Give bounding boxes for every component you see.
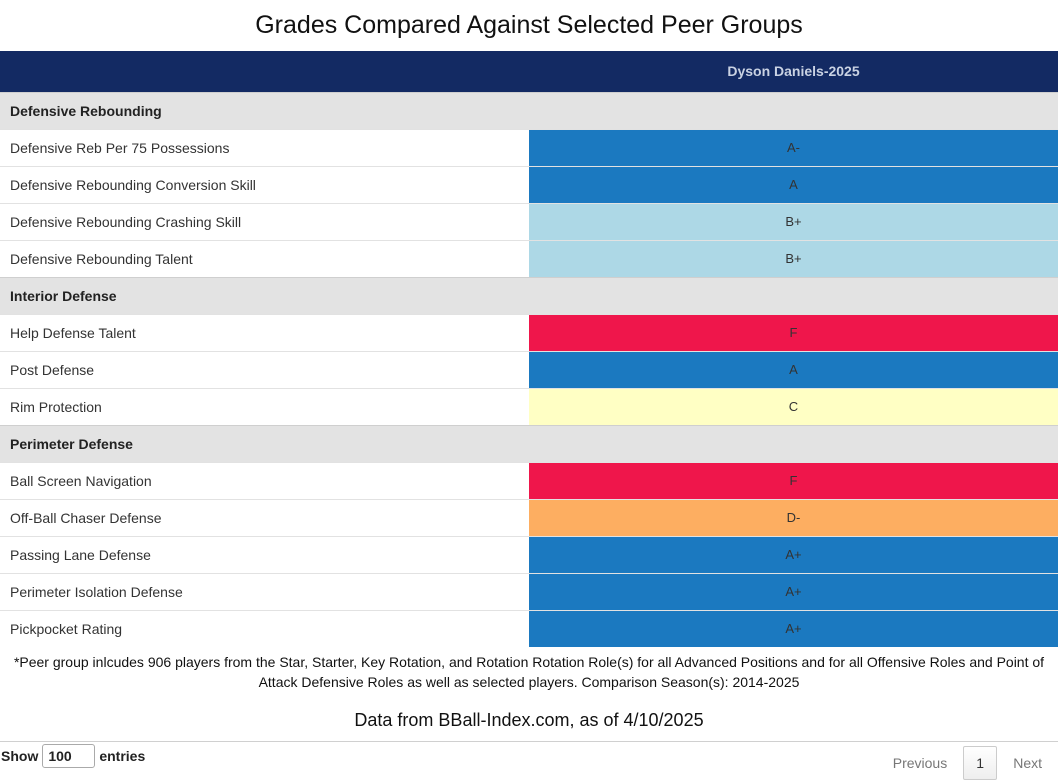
footer-divider — [0, 741, 1058, 742]
page-title: Grades Compared Against Selected Peer Gr… — [255, 11, 803, 39]
label-column-header[interactable] — [0, 51, 529, 92]
data-source-note: Data from BBall-Index.com, as of 4/10/20… — [354, 710, 704, 730]
table-row: Off-Ball Chaser Defense D- — [0, 498, 1058, 536]
metric-label: Rim Protection — [0, 387, 529, 425]
grades-body: Defensive Rebounding Defensive Reb Per 75… — [0, 91, 1058, 647]
grade-cell: A+ — [529, 535, 1058, 573]
grade-cell: F — [529, 313, 1058, 351]
metric-label: Defensive Rebounding Talent — [0, 239, 529, 277]
group-title: Interior Defense — [0, 276, 1058, 314]
grade-cell: C — [529, 387, 1058, 425]
table-row: Post Defense A — [0, 350, 1058, 388]
grade-cell: A — [529, 350, 1058, 388]
previous-page-button[interactable]: Previous — [892, 755, 948, 771]
current-page-button[interactable]: 1 — [963, 746, 998, 780]
page-length-control: Show entries — [1, 742, 145, 770]
entries-count-input[interactable] — [42, 744, 96, 768]
group-header-row: Interior Defense — [0, 276, 1058, 314]
table-row: Passing Lane Defense A+ — [0, 535, 1058, 573]
metric-label: Perimeter Isolation Defense — [0, 572, 529, 610]
grade-cell: A — [529, 165, 1058, 203]
grade-cell: B+ — [529, 239, 1058, 277]
metric-label: Defensive Rebounding Conversion Skill — [0, 165, 529, 203]
metric-label: Ball Screen Navigation — [0, 461, 529, 499]
grades-table: Dyson Daniels-2025 Defensive Rebounding D… — [0, 51, 1058, 647]
entries-label: entries — [99, 748, 146, 764]
grade-cell: A+ — [529, 572, 1058, 610]
table-row: Defensive Rebounding Conversion Skill A — [0, 165, 1058, 203]
grade-cell: F — [529, 461, 1058, 499]
metric-label: Passing Lane Defense — [0, 535, 529, 573]
table-row: Defensive Rebounding Talent B+ — [0, 239, 1058, 277]
table-header-row: Dyson Daniels-2025 — [0, 51, 1058, 92]
player-column-header[interactable]: Dyson Daniels-2025 — [727, 63, 860, 80]
metric-label: Defensive Reb Per 75 Possessions — [0, 128, 529, 166]
peer-group-footnote: *Peer group inlcudes 906 players from th… — [13, 654, 1045, 690]
metric-label: Defensive Rebounding Crashing Skill — [0, 202, 529, 240]
grade-cell: A- — [529, 128, 1058, 166]
grade-cell: A+ — [529, 609, 1058, 647]
grade-cell: D- — [529, 498, 1058, 536]
table-row: Help Defense Talent F — [0, 313, 1058, 351]
table-row: Defensive Reb Per 75 Possessions A- — [0, 128, 1058, 166]
table-row: Ball Screen Navigation F — [0, 461, 1058, 499]
table-row: Defensive Rebounding Crashing Skill B+ — [0, 202, 1058, 240]
metric-label: Help Defense Talent — [0, 313, 529, 351]
table-row: Rim Protection C — [0, 387, 1058, 425]
group-title: Defensive Rebounding — [0, 91, 1058, 129]
pagination: Previous 1 Next — [877, 746, 1058, 780]
next-page-button[interactable]: Next — [1013, 755, 1042, 771]
group-header-row: Defensive Rebounding — [0, 91, 1058, 129]
metric-label: Post Defense — [0, 350, 529, 388]
metric-label: Off-Ball Chaser Defense — [0, 498, 529, 536]
table-row: Perimeter Isolation Defense A+ — [0, 572, 1058, 610]
show-label: Show — [1, 748, 39, 764]
table-row: Pickpocket Rating A+ — [0, 609, 1058, 647]
group-header-row: Perimeter Defense — [0, 424, 1058, 462]
group-title: Perimeter Defense — [0, 424, 1058, 462]
metric-label: Pickpocket Rating — [0, 609, 529, 647]
grade-cell: B+ — [529, 202, 1058, 240]
